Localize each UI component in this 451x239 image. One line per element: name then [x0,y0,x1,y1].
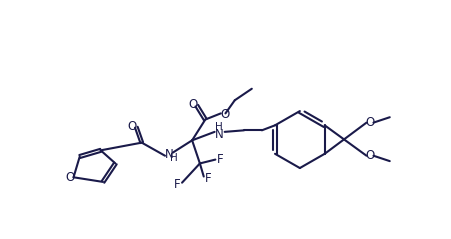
Text: H: H [215,122,223,132]
Text: O: O [188,98,197,111]
Text: H: H [170,153,178,163]
Text: F: F [205,172,211,185]
Text: F: F [174,178,180,191]
Text: O: O [364,149,373,162]
Text: O: O [364,116,373,129]
Text: O: O [220,109,229,121]
Text: N: N [214,128,223,141]
Text: F: F [216,153,223,166]
Text: O: O [127,120,136,133]
Text: O: O [65,171,74,184]
Text: N: N [164,148,173,161]
